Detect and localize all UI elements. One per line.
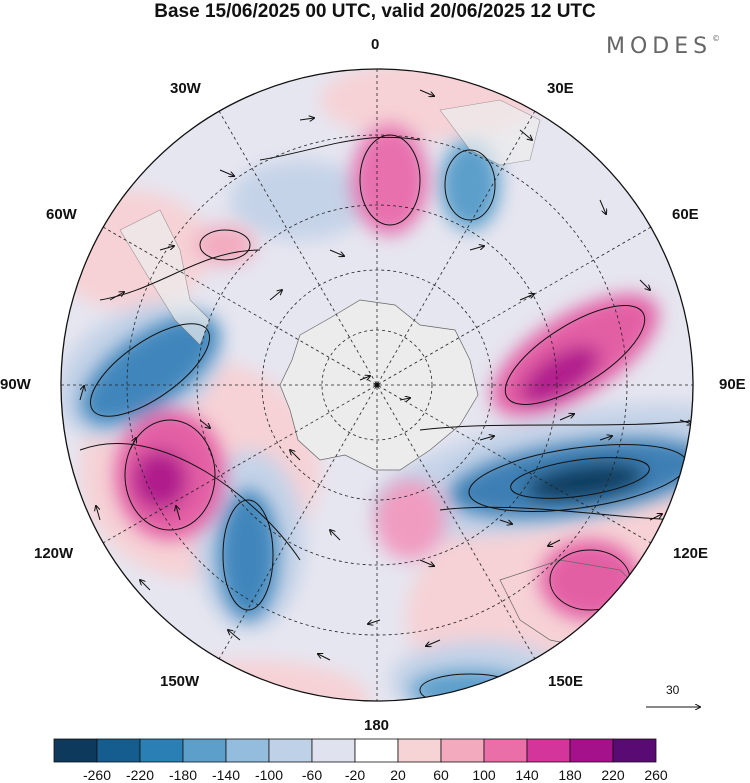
lon-label-60e: 60E xyxy=(672,206,699,223)
lon-label-120e: 120E xyxy=(673,545,709,562)
copyright-mark: © xyxy=(712,34,721,43)
map-title: Base 15/06/2025 00 UTC, valid 20/06/2025… xyxy=(154,1,596,22)
lon-label-120w: 120W xyxy=(34,545,74,562)
colorbar-tick-label: 140 xyxy=(515,767,539,783)
lon-label-60w: 60W xyxy=(46,206,77,223)
colorbar-tick-label: -60 xyxy=(301,767,323,783)
colorbar-tick-label: 20 xyxy=(390,767,406,783)
colorbar-tick-label: -20 xyxy=(344,767,366,783)
colorbar-tick-label: 180 xyxy=(558,767,582,783)
colorbar-tick-label: -180 xyxy=(168,767,198,783)
colorbar-tick-label: 220 xyxy=(601,767,625,783)
colorbar-tick-label: 60 xyxy=(433,767,449,783)
lon-label-150e: 150E xyxy=(548,673,584,690)
lon-label-0: 0 xyxy=(371,36,380,53)
colorbar-tick-label: -100 xyxy=(254,767,284,783)
anomaly-field xyxy=(61,69,693,701)
colorbar-tick-label: -260 xyxy=(82,767,112,783)
brand-text: MODES xyxy=(606,34,713,59)
colorbar-tick-label: -220 xyxy=(125,767,155,783)
wind-arrows xyxy=(79,89,692,668)
modes-logo: MODES© xyxy=(606,34,720,59)
lon-label-180: 180 xyxy=(364,717,390,734)
wind-contours xyxy=(79,134,693,701)
lon-label-150w: 150W xyxy=(160,673,200,690)
lon-label-90e: 90E xyxy=(719,376,746,393)
south-pole-dot xyxy=(374,382,380,388)
lon-label-30w: 30W xyxy=(170,80,201,97)
lon-label-90w: 90W xyxy=(0,376,31,393)
lon-label-30e: 30E xyxy=(547,80,574,97)
colorbar-tick-label: 100 xyxy=(472,767,496,783)
graticule xyxy=(61,69,693,701)
colorbar-tick-label: -140 xyxy=(211,767,241,783)
map-border xyxy=(60,68,694,702)
reference-vector-label: 30 xyxy=(666,683,680,697)
colorbar-tick-label: 260 xyxy=(644,767,668,783)
